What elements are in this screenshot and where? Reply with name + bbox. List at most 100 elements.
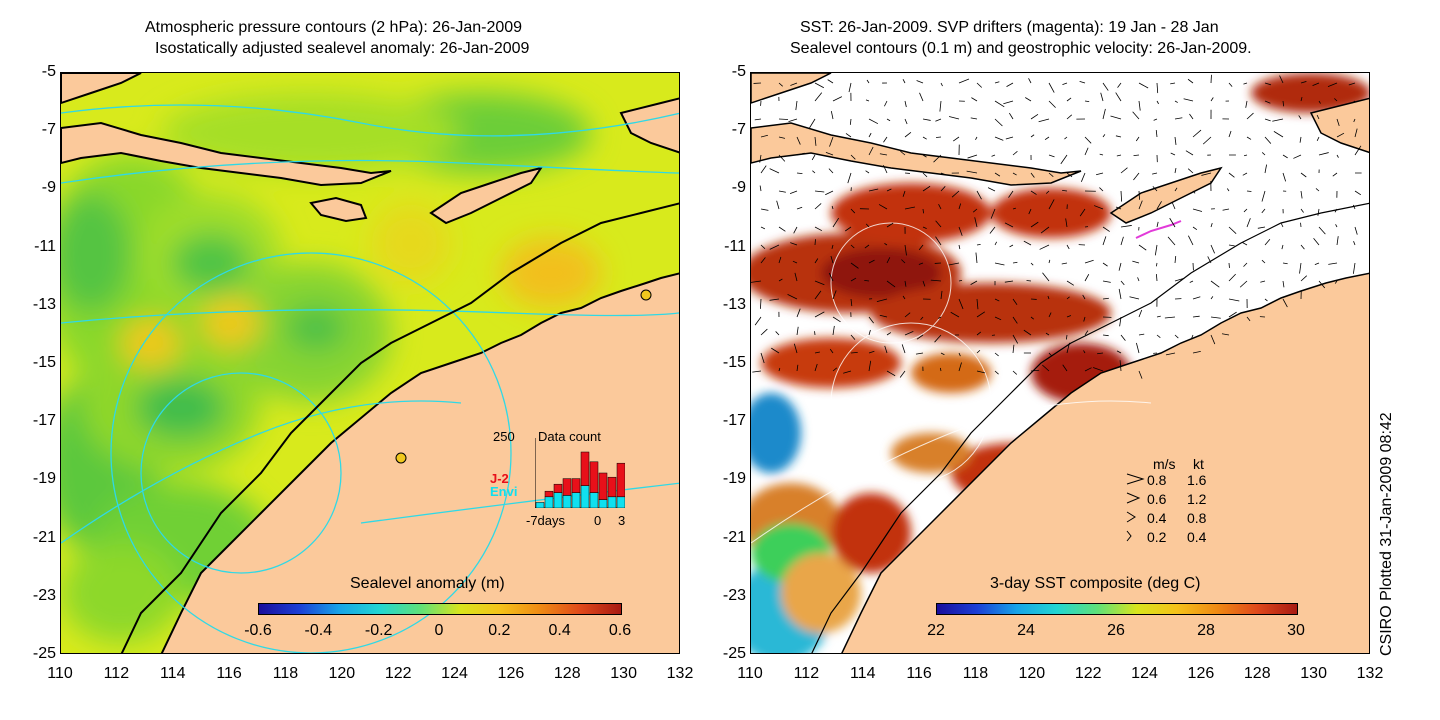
velocity-vector — [1210, 296, 1214, 300]
velocity-vector — [922, 185, 931, 192]
right-title-line2: Sealevel contours (0.1 m) and geostrophi… — [790, 40, 1252, 57]
velocity-vector — [974, 217, 978, 228]
velocity-vector — [883, 136, 888, 143]
velocity-vector — [939, 367, 942, 372]
velocity-vector — [1228, 226, 1237, 234]
velocity-vector — [1004, 280, 1014, 283]
velocity-vector — [990, 208, 996, 219]
right-title-line1: SST: 26-Jan-2009. SVP drifters (magenta)… — [800, 19, 1219, 36]
velocity-vector — [850, 244, 855, 249]
velocity-vector — [1079, 80, 1086, 84]
velocity-vector — [814, 136, 817, 146]
velocity-vector — [848, 82, 852, 93]
velocity-vector — [967, 154, 978, 159]
left-x-tick-label: 118 — [272, 665, 299, 682]
right-x-tick-label: 128 — [1243, 665, 1271, 682]
velocity-vector — [1246, 316, 1251, 322]
velocity-vector — [904, 280, 907, 287]
velocity-vector — [1066, 244, 1070, 250]
velocity-vector — [1246, 218, 1251, 228]
sst-map — [750, 72, 1370, 654]
velocity-vector — [1084, 259, 1094, 264]
velocity-vector — [1025, 97, 1032, 102]
velocity-vector — [759, 185, 762, 192]
velocity-vector — [1046, 190, 1050, 194]
left-y-tick-label: -23 — [32, 586, 56, 604]
velocity-vector — [1282, 172, 1287, 182]
velocity-vector — [1138, 309, 1143, 318]
velocity-vector — [778, 256, 782, 264]
left-x-tick-label: 128 — [553, 665, 581, 682]
velocity-vector — [930, 279, 942, 282]
left-x-tick-label: 126 — [497, 665, 525, 682]
velocity-vector — [825, 190, 834, 196]
velocity-vector — [1042, 272, 1050, 282]
velocity-vector — [904, 330, 914, 336]
velocity-vector — [935, 236, 942, 246]
sealevel-contours — [751, 222, 1152, 544]
velocity-vector — [1313, 238, 1320, 246]
velocity-vector — [1003, 100, 1014, 105]
velocity-vector — [886, 370, 896, 377]
velocity-vector — [1102, 262, 1108, 267]
velocity-vector — [1119, 360, 1122, 372]
velocity-vector — [886, 222, 894, 228]
velocity-vector — [1097, 352, 1104, 355]
sla-colorbar-tick: 0.6 — [608, 622, 632, 639]
velocity-legend-ms: 0.6 — [1147, 491, 1167, 507]
velocity-vector — [769, 168, 780, 174]
velocity-vector — [1102, 297, 1109, 300]
velocity-vector — [845, 226, 852, 232]
velocity-vector — [814, 363, 818, 372]
velocity-vector — [879, 314, 888, 318]
velocity-vector — [1299, 262, 1302, 274]
right-y-tick-label: -11 — [724, 237, 746, 255]
velocity-vector — [1336, 236, 1339, 246]
inset-bar-j-2 — [544, 490, 554, 498]
right-x-tick-label: 122 — [1074, 665, 1102, 682]
inset-bar-j-2 — [598, 472, 608, 500]
velocity-vector — [1192, 129, 1202, 138]
velocity-vector — [1138, 190, 1140, 200]
velocity-vector — [940, 352, 945, 356]
geostrophic-velocity-vectors — [751, 74, 1362, 379]
velocity-vector — [794, 272, 798, 282]
velocity-vector — [1174, 256, 1177, 264]
velocity-vector — [769, 298, 780, 301]
inset-bar-envi — [589, 492, 599, 508]
velocity-vector — [1102, 82, 1109, 91]
velocity-vector — [1279, 75, 1284, 84]
velocity-vector — [1281, 244, 1284, 250]
velocity-vector — [1164, 316, 1176, 319]
velocity-legend-kt: 0.8 — [1187, 510, 1207, 526]
sst-map-svg — [751, 73, 1369, 653]
velocity-vector — [899, 370, 906, 378]
velocity-vector — [1318, 226, 1326, 235]
velocity-vector — [1192, 315, 1200, 318]
velocity-vector — [1153, 118, 1158, 121]
velocity-vector — [760, 328, 768, 336]
velocity-vector — [828, 272, 834, 282]
velocity-vector — [1264, 82, 1272, 86]
velocity-vector — [843, 370, 852, 374]
velocity-vector — [940, 172, 946, 176]
velocity-vector — [918, 262, 924, 265]
velocity-vector — [958, 78, 970, 84]
velocity-vector — [1336, 154, 1339, 158]
velocity-vector — [1156, 201, 1162, 210]
velocity-vector — [760, 352, 765, 364]
velocity-vector — [1354, 190, 1362, 196]
velocity-vector — [1005, 136, 1014, 140]
velocity-vector — [935, 220, 942, 228]
velocity-vector — [1060, 154, 1068, 165]
velocity-vector — [1152, 172, 1158, 175]
velocity-vector — [1174, 100, 1178, 103]
velocity-vector — [1156, 274, 1158, 282]
velocity-vector — [920, 316, 924, 321]
inset-bar-j-2 — [616, 462, 625, 498]
velocity-vector — [847, 172, 852, 184]
right-x-tick-label: 110 — [737, 665, 763, 682]
velocity-vector — [976, 349, 981, 354]
velocity-vector — [1264, 298, 1268, 302]
velocity-vector — [1048, 352, 1053, 357]
